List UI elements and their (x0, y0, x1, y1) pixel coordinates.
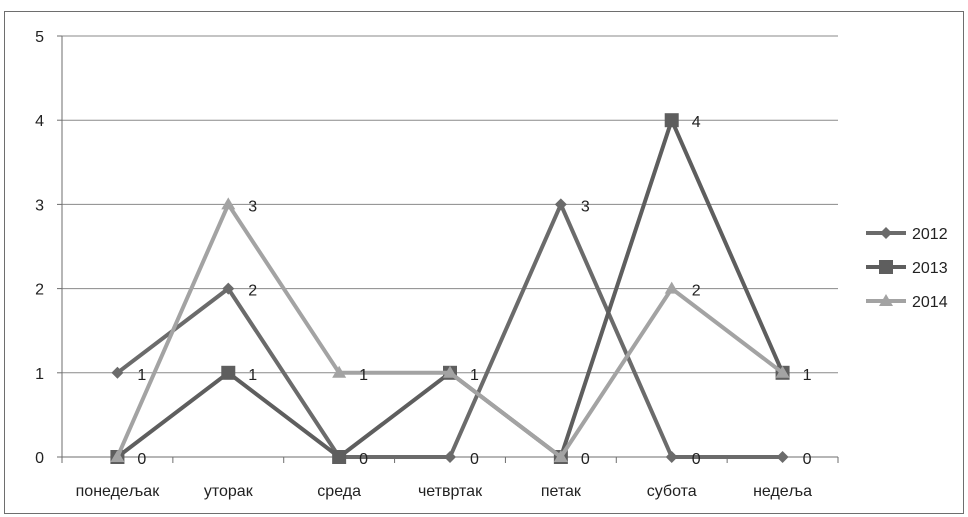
point-2014-0 (110, 450, 125, 462)
series-line-2014 (115, 202, 784, 459)
legend: 2012 2013 2014 (866, 226, 948, 311)
y-tick-label-1: 1 (35, 366, 44, 383)
chart-frame (4, 11, 964, 514)
data-label-2014-5: 2 (692, 283, 701, 300)
point-2014-4 (553, 450, 568, 462)
y-tick-label-3: 3 (35, 197, 44, 214)
legend-label-2012: 2012 (912, 226, 948, 243)
point-2012-1 (222, 282, 235, 295)
point-2014-1 (221, 197, 236, 210)
x-tick-label-2: среда (317, 483, 361, 500)
data-label-2013-4: 0 (581, 451, 590, 468)
y-tick-label-5: 5 (35, 29, 44, 46)
point-2012-4 (554, 198, 567, 211)
point-2012-6 (776, 451, 789, 463)
y-tick-label-0: 0 (35, 450, 44, 467)
point-2012-0 (111, 366, 124, 379)
y-tick-label-2: 2 (35, 282, 44, 299)
data-label-2013-1: 1 (248, 367, 257, 384)
x-tick-label-1: уторак (204, 483, 254, 500)
data-label-2014-1: 3 (248, 198, 257, 215)
legend-marker-2012 (880, 227, 892, 239)
y-tick-label-4: 4 (35, 113, 44, 130)
series-line-2012 (116, 202, 783, 459)
data-label-2013-6: 1 (803, 367, 812, 384)
point-2012-5 (665, 451, 678, 463)
point-2014-3 (443, 365, 457, 378)
data-label-2013-5: 4 (692, 114, 701, 131)
point-2014-5 (664, 281, 679, 294)
point-2014-2 (332, 365, 347, 378)
data-label-2012-3: 0 (470, 451, 479, 468)
series-group (110, 113, 790, 464)
legend-label-2013: 2013 (912, 260, 948, 277)
point-2013-2 (332, 450, 347, 464)
data-label-2014-2: 1 (359, 367, 368, 384)
data-label-2013-3: 1 (470, 367, 479, 384)
x-tick-label-4: петак (541, 483, 582, 500)
point-2013-5 (664, 113, 679, 128)
data-labels: 1 0 2 1 3 0 1 0 1 3 0 0 4 2 0 1 (137, 114, 811, 468)
data-label-2013-0: 0 (137, 451, 146, 468)
axes: 0 1 2 3 4 5 понедељак уторак среда четвртак петак с… (35, 29, 839, 500)
point-2012-3 (444, 451, 456, 463)
data-label-2012-1: 2 (248, 283, 257, 300)
x-tick-label-6: недеља (753, 483, 812, 500)
legend-marker-2014 (879, 294, 893, 306)
data-label-2012-6: 0 (803, 451, 812, 468)
point-2014-6 (775, 365, 790, 378)
data-label-2012-4: 3 (581, 198, 590, 215)
x-tick-label-5: субота (647, 483, 697, 500)
point-2013-1 (221, 365, 236, 380)
legend-marker-2013 (879, 260, 893, 274)
data-label-2012-2: 0 (359, 451, 368, 468)
x-tick-label-3: четвртак (418, 483, 483, 500)
legend-label-2014: 2014 (912, 294, 948, 311)
data-label-2012-5: 0 (692, 451, 701, 468)
x-tick-label-0: понедељак (76, 483, 161, 500)
data-label-2012-0: 1 (137, 367, 146, 384)
